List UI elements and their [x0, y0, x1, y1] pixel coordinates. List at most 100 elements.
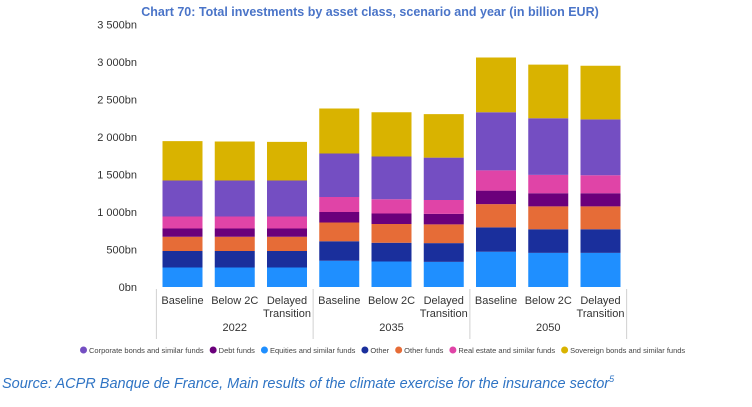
bar-segment [162, 267, 203, 287]
chart-title: Chart 70: Total investments by asset cla… [141, 5, 599, 19]
x-category-label: Below 2C [525, 295, 572, 307]
bar-segment [267, 251, 307, 268]
legend-label: Other [370, 346, 389, 355]
x-axis: Baseline Below 2C DelayedTransitionBaselin… [155, 289, 628, 339]
bar-segment [528, 229, 569, 253]
bar-segment [371, 242, 412, 262]
bar-segment [423, 213, 464, 225]
bar-segment [162, 141, 203, 181]
x-category-label: Below 2C [211, 295, 258, 307]
bar-segment [476, 57, 516, 113]
bar-segment [528, 118, 569, 175]
x-category-label: Transition [263, 308, 311, 320]
legend-swatch [80, 346, 87, 354]
source-footnote-marker: 5 [609, 374, 615, 384]
bar-segment [214, 251, 255, 268]
legend: Corporate bonds and similar funds Debt fu… [80, 346, 685, 355]
legend-label: Debt funds [219, 346, 256, 355]
y-tick-label: 3 500bn [97, 20, 137, 32]
bar-segment [528, 206, 569, 230]
legend-label: Equities and similar funds [270, 346, 356, 355]
bar-segment [528, 64, 569, 119]
investments-chart: Chart 70: Total investments by asset cla… [80, 5, 685, 355]
bar-segment [371, 156, 412, 200]
bar-segment [371, 213, 412, 224]
y-tick-label: 500bn [106, 245, 137, 257]
legend-label: Other funds [404, 346, 443, 355]
bar-segment [371, 261, 412, 287]
x-category-label: Baseline [475, 295, 517, 307]
x-category-label: Below 2C [368, 295, 415, 307]
x-category-label: Delayed [267, 295, 307, 307]
x-category-label: Transition [577, 308, 625, 320]
legend-swatch [260, 346, 268, 354]
bar-segment [162, 251, 203, 268]
bar-segment [580, 206, 621, 230]
bar-segment [162, 228, 203, 237]
bar-segment [423, 200, 464, 214]
bar-segment [476, 112, 516, 171]
bar-segment [580, 65, 621, 120]
bar-segment [319, 241, 360, 261]
bar-segment [528, 252, 569, 287]
legend-label: Corporate bonds and similar funds [89, 346, 204, 355]
bar-segment [267, 267, 307, 287]
x-category-label: Delayed [424, 295, 464, 307]
x-group-label: 2035 [379, 322, 403, 334]
bar-stacks [162, 57, 621, 287]
bar-segment [267, 216, 307, 229]
bar-segment [267, 180, 307, 217]
bar-segment [580, 252, 621, 287]
source-caption: Source: ACPR Banque de France, Main resu… [2, 374, 752, 392]
bar-segment [580, 229, 621, 253]
bar-segment [423, 224, 464, 244]
bar-segment [162, 216, 203, 229]
bar-segment [319, 260, 360, 287]
y-tick-label: 0bn [119, 282, 137, 294]
legend-swatch [395, 346, 403, 354]
x-group-label: 2022 [223, 322, 247, 334]
bar-segment [319, 212, 360, 223]
bar-segment [162, 236, 203, 251]
x-group-label: 2050 [536, 322, 560, 334]
bar-segment [214, 141, 255, 181]
bar-segment [580, 175, 621, 194]
bar-segment [371, 224, 412, 243]
bar-segment [319, 222, 360, 242]
y-tick-label: 3 000bn [97, 57, 137, 69]
bar-segment [423, 261, 464, 287]
y-tick-label: 2 500bn [97, 95, 137, 107]
bar-segment [319, 153, 360, 197]
legend-swatch [361, 346, 369, 354]
bar-segment [476, 190, 516, 205]
legend-swatch [561, 346, 569, 354]
x-category-label: Delayed [580, 295, 620, 307]
y-tick-label: 2 000bn [97, 132, 137, 144]
bar-segment [162, 180, 203, 217]
bar-segment [476, 204, 516, 228]
bar-segment [267, 141, 307, 181]
y-tick-label: 1 500bn [97, 170, 137, 182]
legend-swatch [449, 346, 457, 354]
bar-segment [267, 236, 307, 251]
y-axis: 0bn 500bn 1 000bn 1 500bn 2 000bn 2 500bn 3 00… [97, 20, 137, 295]
bar-segment [214, 180, 255, 217]
legend-label: Real estate and similar funds [458, 346, 555, 355]
y-tick-label: 1 000bn [97, 207, 137, 219]
x-category-label: Transition [420, 308, 468, 320]
bar-segment [476, 170, 516, 191]
bar-segment [423, 114, 464, 158]
bar-segment [267, 228, 307, 237]
bar-segment [214, 236, 255, 251]
legend-label: Sovereign bonds and similar funds [570, 346, 685, 355]
bar-segment [528, 193, 569, 207]
bar-segment [214, 267, 255, 287]
bar-segment [371, 199, 412, 214]
bar-segment [319, 197, 360, 212]
bar-segment [580, 193, 621, 207]
x-category-label: Baseline [161, 295, 203, 307]
x-category-label: Baseline [318, 295, 360, 307]
bar-segment [476, 227, 516, 252]
source-text: Source: ACPR Banque de France, Main resu… [2, 375, 610, 392]
bar-segment [423, 243, 464, 262]
